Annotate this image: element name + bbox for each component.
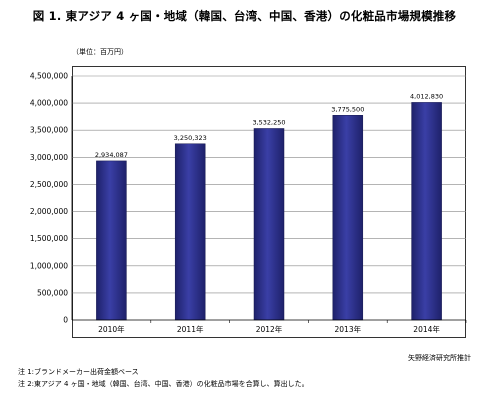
y-tick-label: 1,500,000 — [30, 234, 68, 243]
y-tick-label: 500,000 — [37, 288, 68, 297]
unit-label: （単位：百万円） — [72, 48, 128, 56]
axes: 0 500,000 1,000,000 1,500,000 2,000,000 2,500… — [30, 72, 467, 334]
y-tick-label: 1,000,000 — [30, 261, 68, 270]
y-tick-label: 3,000,000 — [30, 153, 68, 162]
bar-value-label: 3,250,323 — [174, 134, 207, 142]
bars — [96, 102, 442, 321]
y-tick-label: 3,500,000 — [30, 126, 68, 135]
bar-value-label: 3,532,250 — [252, 118, 285, 126]
bar — [411, 102, 442, 321]
source-label: 矢野経済研究所推計 — [408, 354, 471, 362]
x-tick-label: 2011年 — [177, 324, 204, 334]
y-tick-label: 2,500,000 — [30, 180, 68, 189]
y-tick-label: 4,500,000 — [30, 72, 68, 81]
note-1: 注 1:ブランドメーカー出荷金額ベース — [18, 368, 139, 376]
y-tick-label: 0 — [63, 316, 68, 325]
bar — [96, 160, 127, 321]
x-tick-label: 2010年 — [98, 324, 125, 334]
data-labels: 2,934,087 3,250,323 3,532,250 3,775,500 4,01… — [95, 92, 443, 158]
y-tick-label: 2,000,000 — [30, 207, 68, 216]
bar — [253, 128, 285, 321]
y-tick-label: 4,000,000 — [30, 99, 68, 108]
x-tick-label: 2014年 — [413, 324, 440, 334]
bar — [174, 143, 206, 321]
x-tick-label: 2013年 — [335, 324, 362, 334]
bar-value-label: 4,012,830 — [410, 92, 443, 100]
chart-title: 図 1. 東アジア 4 ヶ国・地域（韓国、台湾、中国、香港）の化粧品市場規模推移 — [32, 9, 457, 23]
note-2: 注 2:東アジア 4 ヶ国・地域（韓国、台湾、中国、香港）の化粧品市場を合算し、… — [18, 380, 309, 388]
x-tick-label: 2012年 — [256, 324, 283, 334]
bar — [332, 115, 364, 321]
bar-value-label: 2,934,087 — [95, 151, 128, 159]
bar-value-label: 3,775,500 — [331, 105, 364, 113]
